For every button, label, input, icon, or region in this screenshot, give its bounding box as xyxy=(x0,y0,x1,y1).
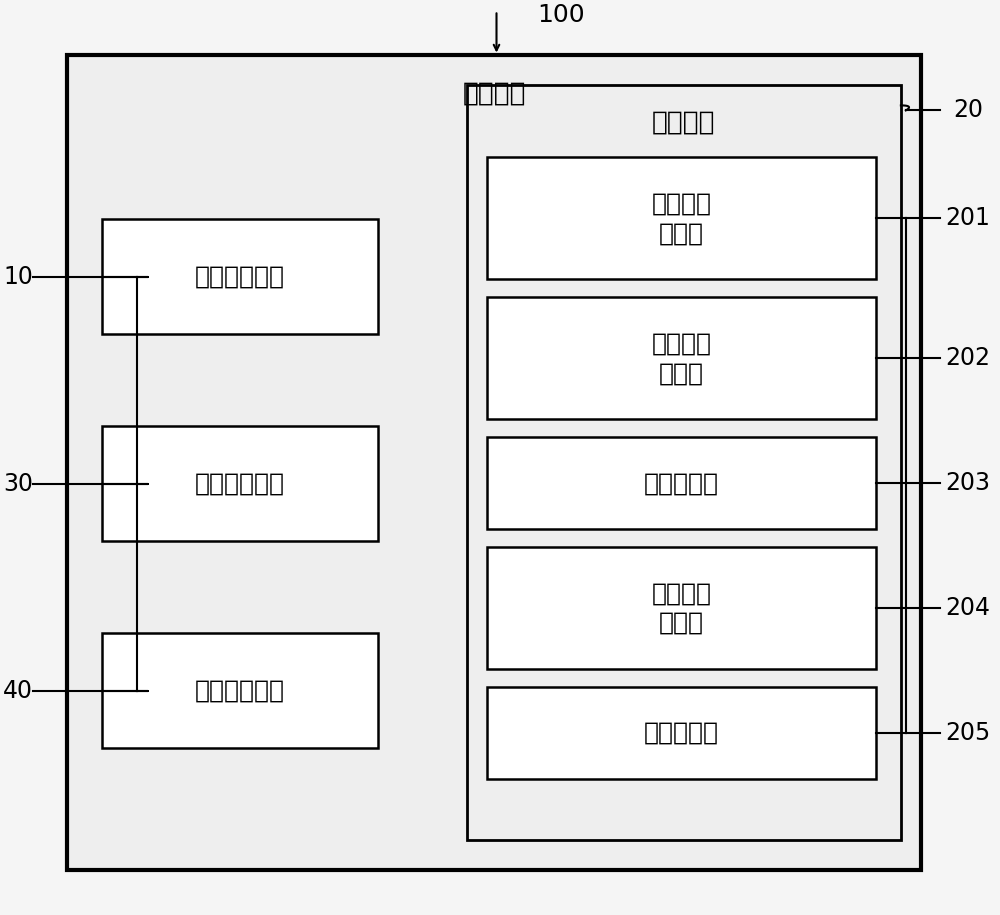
Bar xyxy=(487,297,876,419)
Bar xyxy=(67,56,921,870)
Text: 第一控制
子模块: 第一控制 子模块 xyxy=(651,191,711,245)
Bar xyxy=(102,426,378,541)
Text: 第二控制
子模块: 第二控制 子模块 xyxy=(651,331,711,385)
Bar xyxy=(487,437,876,529)
Text: 启动子模块: 启动子模块 xyxy=(644,721,719,745)
Bar xyxy=(487,687,876,779)
Text: 第一启动模块: 第一启动模块 xyxy=(195,472,285,496)
Text: 202: 202 xyxy=(945,346,990,371)
Bar xyxy=(102,220,378,334)
Text: 第二检测模块: 第二检测模块 xyxy=(195,679,285,703)
Text: 40: 40 xyxy=(3,679,33,703)
Text: 30: 30 xyxy=(3,472,33,496)
Bar xyxy=(102,633,378,748)
Text: 显示子模块: 显示子模块 xyxy=(644,471,719,495)
Text: 通信终端: 通信终端 xyxy=(462,81,526,106)
Bar xyxy=(487,157,876,279)
Text: 205: 205 xyxy=(945,721,990,745)
Text: 第一检测模块: 第一检测模块 xyxy=(195,264,285,289)
Text: 204: 204 xyxy=(945,597,990,620)
Text: 第三检测
子模块: 第三检测 子模块 xyxy=(651,581,711,635)
Text: 100: 100 xyxy=(537,4,584,27)
Bar xyxy=(487,547,876,669)
Text: 控制模块: 控制模块 xyxy=(652,110,716,135)
Text: 10: 10 xyxy=(3,264,33,289)
Text: 201: 201 xyxy=(945,207,990,231)
Bar xyxy=(467,85,901,840)
Text: 203: 203 xyxy=(945,471,990,495)
Text: 20: 20 xyxy=(953,99,983,123)
